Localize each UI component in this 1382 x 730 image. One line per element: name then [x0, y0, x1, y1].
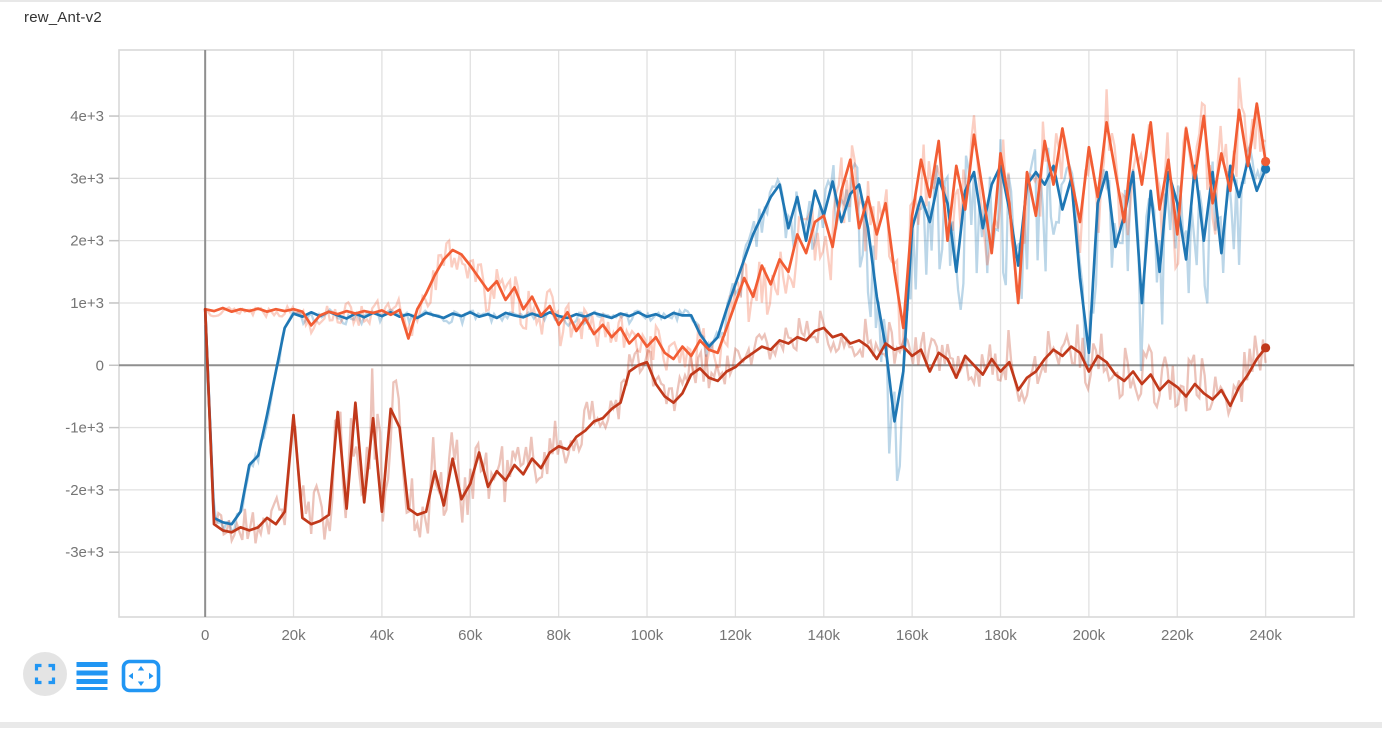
svg-text:220k: 220k — [1161, 627, 1194, 644]
svg-text:-3e+3: -3e+3 — [65, 544, 104, 561]
svg-text:180k: 180k — [984, 627, 1017, 644]
svg-text:60k: 60k — [458, 627, 483, 644]
svg-text:0: 0 — [96, 357, 104, 374]
end-dot-group — [1261, 156, 1271, 353]
run-darkred-end-dot — [1261, 343, 1271, 353]
horizontal-scrollbar[interactable] — [0, 722, 1382, 728]
svg-text:140k: 140k — [808, 627, 841, 644]
fullscreen-icon — [34, 663, 56, 685]
chart-title: rew_Ant-v2 — [24, 9, 102, 26]
svg-text:160k: 160k — [896, 627, 929, 644]
svg-text:-2e+3: -2e+3 — [65, 482, 104, 499]
svg-text:40k: 40k — [370, 627, 395, 644]
svg-text:1e+3: 1e+3 — [70, 295, 104, 312]
svg-text:3e+3: 3e+3 — [70, 170, 104, 187]
svg-text:240k: 240k — [1249, 627, 1282, 644]
chart-toolbar — [0, 650, 200, 702]
svg-text:-1e+3: -1e+3 — [65, 420, 104, 437]
y-axis-labels: 4e+3 3e+3 2e+3 1e+3 0 -1e+3 -2e+3 -3e+3 — [65, 108, 104, 561]
run-orange-end-dot — [1261, 156, 1271, 167]
x-axis-labels: 0 20k 40k 60k 80k 100k 120k 140k 160k 180k 200k 220… — [201, 627, 1282, 644]
run-blue-end-dot — [1261, 164, 1271, 174]
smoothed-series-group — [203, 102, 1267, 534]
fullscreen-button[interactable] — [23, 652, 67, 696]
fit-to-data-button[interactable] — [121, 658, 161, 694]
svg-text:4e+3: 4e+3 — [70, 108, 104, 125]
data-list-button[interactable] — [76, 660, 108, 692]
svg-text:20k: 20k — [281, 627, 306, 644]
svg-text:200k: 200k — [1073, 627, 1106, 644]
plot-frame — [118, 49, 1355, 618]
run-blue-smoothed — [203, 158, 1267, 526]
run-darkred-smoothed — [203, 307, 1267, 534]
active-button-highlight — [23, 652, 67, 696]
svg-text:0: 0 — [201, 627, 209, 644]
list-icon — [76, 662, 108, 690]
y-tick-marks — [109, 115, 119, 553]
svg-text:80k: 80k — [547, 627, 572, 644]
run-orange-smoothed — [203, 102, 1267, 361]
svg-text:100k: 100k — [631, 627, 664, 644]
svg-text:2e+3: 2e+3 — [70, 233, 104, 250]
fit-to-data-icon — [121, 659, 161, 693]
svg-text:120k: 120k — [719, 627, 752, 644]
run-darkred-raw — [204, 310, 1267, 545]
